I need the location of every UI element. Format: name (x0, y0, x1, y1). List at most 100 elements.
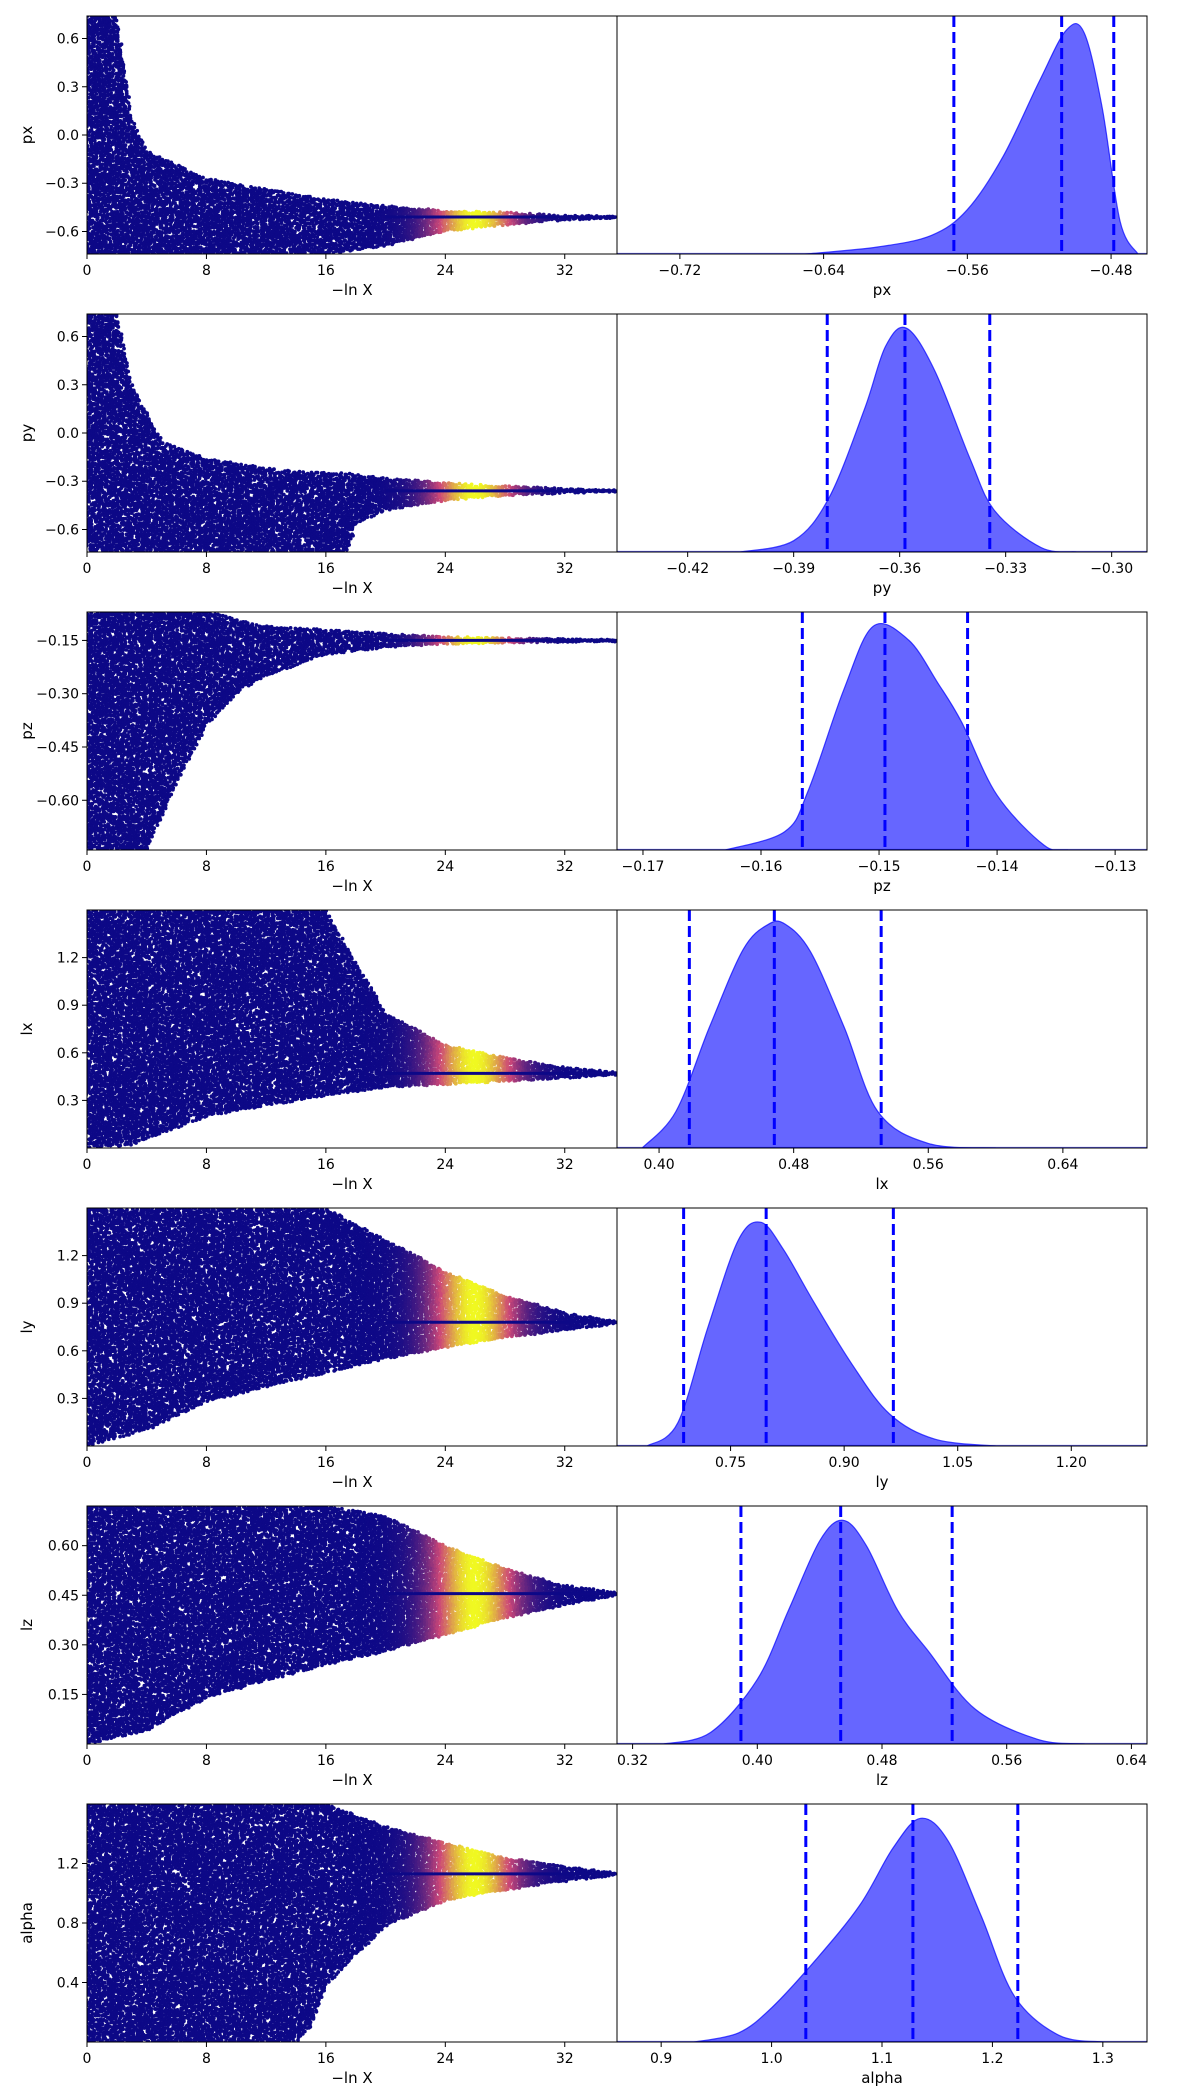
sample-point (84, 210, 88, 214)
sample-point (152, 165, 156, 169)
sample-point (108, 200, 112, 204)
sample-point (100, 50, 104, 54)
sample-point (332, 212, 336, 216)
sample-point (267, 236, 271, 240)
sample-point (256, 234, 260, 238)
sample-point (228, 239, 232, 243)
sample-point (245, 199, 249, 203)
sample-point (297, 194, 301, 198)
sample-point (261, 244, 265, 248)
sample-point (89, 67, 93, 71)
sample-point (321, 215, 325, 219)
sample-point (127, 95, 131, 99)
sample-point (140, 143, 144, 147)
sample-point (264, 219, 268, 223)
sample-point (92, 44, 96, 48)
sample-point (92, 164, 96, 168)
sample-point (223, 198, 227, 202)
sample-point (315, 217, 319, 221)
sample-point (97, 160, 101, 164)
sample-point (324, 246, 328, 250)
sample-point (186, 204, 190, 208)
sample-point (313, 198, 317, 202)
sample-point (357, 203, 361, 207)
sample-point (122, 74, 126, 78)
sample-point (127, 101, 131, 105)
sample-point (166, 159, 170, 163)
sample-point (202, 209, 206, 213)
sample-point (391, 241, 395, 245)
plot-area (84, 14, 617, 256)
sample-point (121, 66, 125, 70)
sample-point (306, 218, 310, 222)
sample-point (124, 143, 128, 147)
sample-point (231, 216, 235, 220)
sample-point (113, 151, 117, 155)
sample-point (129, 243, 133, 247)
sample-point (123, 178, 127, 182)
sample-point (201, 176, 205, 180)
sample-point (257, 230, 261, 234)
sample-point (287, 192, 291, 196)
sample-point (89, 204, 93, 208)
sample-point (121, 114, 125, 118)
sample-point (136, 216, 140, 220)
sample-point (196, 198, 200, 202)
sample-point (446, 228, 450, 232)
sample-point (105, 209, 109, 213)
sample-point (170, 251, 174, 255)
sample-point (282, 202, 286, 206)
sample-point (101, 127, 105, 131)
sample-point (88, 83, 92, 87)
sample-point (272, 217, 276, 221)
sample-point (153, 184, 157, 188)
sample-point (100, 219, 104, 223)
sample-point (149, 176, 153, 180)
sample-point (115, 19, 119, 23)
sample-point (312, 235, 316, 239)
sample-point (124, 106, 128, 110)
sample-point (271, 242, 275, 246)
sample-point (209, 226, 213, 230)
sample-point (362, 226, 366, 230)
sample-point (124, 80, 128, 84)
sample-point (110, 74, 114, 78)
sample-point (433, 230, 437, 234)
sample-point (256, 222, 260, 226)
sample-point (341, 213, 345, 217)
sample-point (349, 238, 353, 242)
sample-point (466, 226, 470, 230)
sample-point (116, 39, 120, 43)
sample-point (116, 30, 120, 34)
sample-point (274, 209, 278, 213)
sample-point (245, 242, 249, 246)
sample-point (98, 59, 102, 63)
sample-point (443, 222, 447, 226)
sample-point (118, 44, 122, 48)
sample-point (248, 230, 252, 234)
sample-point (147, 169, 151, 173)
sample-point (259, 188, 263, 192)
sample-point (95, 92, 99, 96)
sample-point (311, 220, 315, 224)
sample-point (131, 222, 135, 226)
sample-point (271, 191, 275, 195)
sample-point (171, 218, 175, 222)
sample-point (345, 217, 349, 221)
sample-point (264, 200, 268, 204)
sample-point (472, 219, 476, 223)
sample-point (290, 224, 294, 228)
sample-point (124, 241, 128, 245)
sample-point (284, 195, 288, 199)
sample-point (108, 149, 112, 153)
sample-point (132, 122, 136, 126)
sample-point (149, 241, 153, 245)
sample-point (209, 197, 213, 201)
sample-point (256, 251, 260, 255)
sample-point (230, 233, 234, 237)
sample-point (121, 92, 125, 96)
sample-point (113, 250, 117, 254)
sample-point (108, 184, 112, 188)
